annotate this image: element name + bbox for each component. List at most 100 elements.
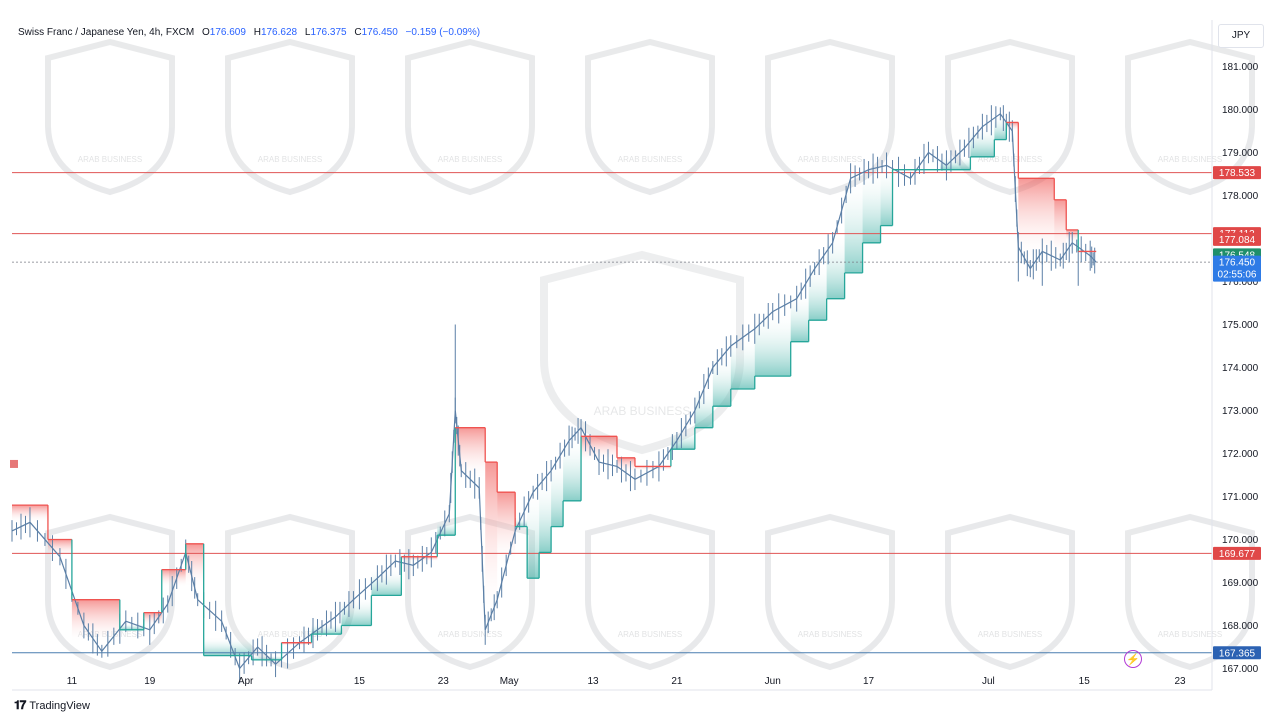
trend-fill-up: [437, 520, 456, 536]
symbol-header: Swiss Franc / Japanese Yen, 4h, FXCM O17…: [18, 27, 480, 38]
watermark-text: ARAB BUSINESS: [798, 155, 862, 164]
watermark-outline: [945, 38, 1075, 196]
y-tick-label: 174.000: [1222, 363, 1259, 374]
y-tick-label: 173.000: [1222, 406, 1259, 417]
watermark-outline: [1125, 513, 1255, 671]
trend-fill-up: [341, 597, 372, 626]
trend-fill-up: [730, 337, 755, 389]
lightning-icon[interactable]: ⚡: [1124, 650, 1142, 668]
level-badge-label: 169.677: [1219, 549, 1256, 560]
tradingview-label: TradingView: [29, 699, 90, 712]
trend-fill-up: [670, 430, 695, 450]
left-marker: [10, 459, 18, 468]
watermark-shield: ARAB BUSINESS: [945, 513, 1075, 671]
level-badge: [1213, 546, 1261, 560]
trend-fill-up: [826, 232, 845, 299]
price-badge: [1213, 232, 1261, 246]
watermark-shield: ARAB BUSINESS: [765, 38, 895, 196]
x-tick-label: 21: [671, 676, 683, 687]
watermark-shield: ARAB BUSINESS: [945, 38, 1075, 196]
trend-fill-down: [281, 642, 312, 646]
trend-fill-up: [527, 492, 540, 579]
y-tick-label: 168.000: [1222, 621, 1259, 632]
trend-fill-down: [485, 462, 498, 615]
y-tick-label: 171.000: [1222, 492, 1259, 503]
close-label: C: [354, 27, 362, 38]
currency-button[interactable]: JPY: [1218, 24, 1264, 48]
x-tick-label: 17: [863, 676, 875, 687]
x-tick-label: 15: [354, 676, 366, 687]
watermark-shield: ARAB BUSINESS: [1125, 38, 1255, 196]
watermark-shield: ARAB BUSINESS: [405, 38, 535, 196]
watermark-outline: [405, 38, 535, 196]
trend-fill-up: [203, 636, 252, 656]
trend-fill-down: [161, 569, 186, 587]
y-tick-label: 175.000: [1222, 320, 1259, 331]
x-tick-label: Jul: [982, 676, 995, 687]
watermark-outline: [765, 38, 895, 196]
level-badge-label: 167.365: [1219, 648, 1256, 659]
watermark-text: ARAB BUSINESS: [258, 155, 322, 164]
trend-fill-up: [539, 477, 552, 553]
level-badge: [1213, 166, 1261, 180]
y-tick-label: 176.000: [1222, 277, 1259, 288]
watermark-text: ARAB BUSINESS: [798, 630, 862, 639]
high-value: 176.628: [260, 27, 298, 38]
watermark-text: ARAB BUSINESS: [438, 155, 502, 164]
x-tick-label: 23: [1174, 676, 1186, 687]
watermark-text: ARAB BUSINESS: [594, 404, 691, 418]
low-label: L: [304, 27, 311, 38]
open-label: O: [201, 27, 210, 38]
high-label: H: [253, 27, 261, 38]
watermark-outline: [405, 513, 535, 671]
trend-fill-down: [143, 612, 162, 626]
price-badge-timer: 02:55:06: [1218, 270, 1257, 281]
watermark-text: ARAB BUSINESS: [1158, 630, 1222, 639]
watermark-text: ARAB BUSINESS: [978, 630, 1042, 639]
trend-fill-down: [1078, 251, 1097, 254]
y-tick-label: 179.000: [1222, 148, 1259, 159]
tradingview-logo[interactable]: 𝟏𝟕 TradingView: [14, 698, 90, 713]
trend-fill-up: [551, 460, 564, 527]
watermark-text: ARAB BUSINESS: [618, 630, 682, 639]
y-tick-label: 169.000: [1222, 578, 1259, 589]
watermark-shield: ARAB BUSINESS: [1125, 513, 1255, 671]
trend-fill-up: [880, 165, 893, 226]
trend-fill-up: [563, 437, 582, 501]
watermark-shield: ARAB BUSINESS: [765, 513, 895, 671]
watermark-shield: ARAB BUSINESS: [405, 513, 535, 671]
x-tick-label: May: [500, 676, 519, 687]
y-tick-label: 170.000: [1222, 535, 1259, 546]
y-tick-label: 167.000: [1222, 664, 1259, 675]
x-tick-label: Apr: [238, 676, 254, 687]
x-tick-label: 13: [587, 676, 599, 687]
watermark-shield: ARAB BUSINESS: [45, 38, 175, 196]
watermark-text: ARAB BUSINESS: [978, 155, 1042, 164]
y-tick-label: 180.000: [1222, 105, 1259, 116]
x-tick-label: 19: [144, 676, 156, 687]
price-badge-label: 177.084: [1219, 235, 1256, 246]
watermark-text: ARAB BUSINESS: [618, 155, 682, 164]
price-badge-label: 176.450: [1219, 258, 1256, 269]
level-badge: [1213, 646, 1261, 660]
watermark-outline: [1125, 38, 1255, 196]
price-badge: [1213, 255, 1261, 282]
watermark-text: ARAB BUSINESS: [258, 630, 322, 639]
open-value: 176.609: [209, 27, 246, 38]
trend-fill-down: [401, 556, 438, 561]
y-tick-label: 172.000: [1222, 449, 1259, 460]
trend-fill-up: [808, 264, 827, 321]
close-value: 176.450: [361, 27, 398, 38]
watermark-text: ARAB BUSINESS: [1158, 155, 1222, 164]
trend-fill-down: [71, 599, 120, 643]
x-tick-label: Jun: [765, 676, 781, 687]
tv-logo-icon: 𝟏𝟕: [14, 698, 26, 712]
watermark-outline: [225, 38, 355, 196]
watermark-text: ARAB BUSINESS: [78, 155, 142, 164]
trend-fill-down: [497, 492, 516, 566]
watermark-shield: ARAB BUSINESS: [585, 513, 715, 671]
trend-fill-up: [862, 168, 881, 243]
level-badge-label: 178.533: [1219, 168, 1256, 179]
